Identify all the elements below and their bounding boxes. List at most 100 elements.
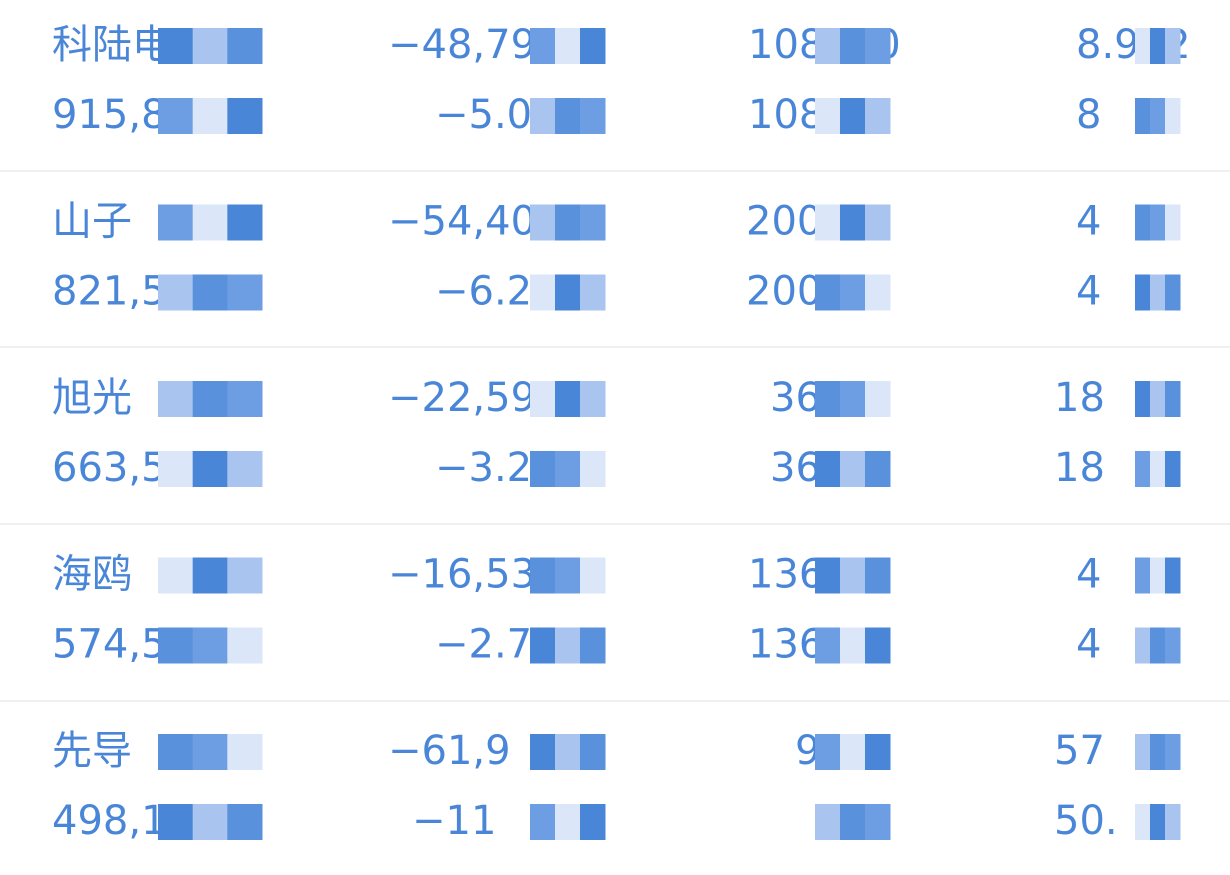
mosaic-mask	[555, 274, 581, 311]
value-cell: 4	[1076, 269, 1101, 315]
mosaic-mask	[865, 381, 891, 417]
mosaic-mask	[1135, 734, 1151, 770]
mosaic-mask	[530, 804, 556, 840]
mosaic-mask	[530, 381, 556, 417]
stock-cell: 821,5	[52, 269, 167, 315]
mosaic-mask	[158, 98, 194, 134]
mosaic-mask	[580, 28, 606, 64]
mosaic-mask	[530, 734, 556, 770]
mosaic-mask	[1165, 804, 1181, 840]
mosaic-mask	[865, 627, 891, 664]
mosaic-mask	[840, 28, 866, 64]
value-cell: −16,53	[388, 552, 536, 598]
value-cell: 4	[1076, 622, 1101, 668]
value-cell: 4	[1076, 552, 1101, 598]
mosaic-mask	[555, 734, 581, 770]
mosaic-mask	[227, 627, 263, 664]
mosaic-mask	[530, 98, 556, 134]
stock-cell: 574,5	[52, 622, 167, 668]
value-cell: 136	[748, 552, 824, 598]
mosaic-mask	[1135, 627, 1151, 664]
mosaic-mask	[158, 274, 194, 311]
mosaic-mask	[580, 627, 606, 664]
mosaic-mask	[580, 98, 606, 134]
mosaic-mask	[1165, 204, 1181, 241]
mosaic-mask	[840, 274, 866, 311]
mosaic-mask	[1165, 557, 1181, 594]
mosaic-mask	[555, 451, 581, 487]
mosaic-mask	[865, 274, 891, 311]
mosaic-mask	[815, 451, 841, 487]
stock-cell: 旭光	[52, 375, 132, 421]
mosaic-mask	[530, 204, 556, 241]
stock-cell: 915,8	[52, 92, 167, 138]
mosaic-mask	[815, 98, 841, 134]
mosaic-mask	[530, 451, 556, 487]
mosaic-mask	[555, 381, 581, 417]
mosaic-mask	[840, 734, 866, 770]
mosaic-mask	[865, 804, 891, 840]
mosaic-mask	[1150, 274, 1166, 311]
mosaic-mask	[1150, 204, 1166, 241]
mosaic-mask	[530, 557, 556, 594]
mosaic-mask	[192, 98, 228, 134]
mosaic-mask	[192, 734, 228, 770]
mosaic-mask	[227, 28, 263, 64]
mosaic-mask	[580, 734, 606, 770]
mosaic-mask	[227, 98, 263, 134]
mosaic-mask	[1135, 451, 1151, 487]
mosaic-mask	[1150, 557, 1166, 594]
value-cell: −11	[412, 798, 496, 844]
mosaic-mask	[865, 451, 891, 487]
mosaic-mask	[840, 98, 866, 134]
stock-cell: 663,5	[52, 445, 167, 491]
mosaic-mask	[865, 734, 891, 770]
mosaic-mask	[580, 381, 606, 417]
mosaic-mask	[1135, 381, 1151, 417]
mosaic-mask	[192, 381, 228, 417]
mosaic-mask	[815, 28, 841, 64]
mosaic-mask	[1135, 804, 1151, 840]
mosaic-mask	[1135, 204, 1151, 241]
mosaic-mask	[580, 557, 606, 594]
value-cell: 200	[746, 199, 822, 245]
mosaic-mask	[227, 804, 263, 840]
mosaic-mask	[840, 557, 866, 594]
mosaic-mask	[555, 28, 581, 64]
mosaic-mask	[530, 627, 556, 664]
mosaic-mask	[158, 451, 194, 487]
mosaic-mask	[158, 28, 194, 64]
mosaic-mask	[815, 734, 841, 770]
mosaic-mask	[158, 627, 194, 664]
mosaic-mask	[227, 734, 263, 770]
value-cell: −2.7	[435, 622, 532, 668]
mosaic-mask	[1150, 804, 1166, 840]
mosaic-mask	[1150, 28, 1166, 64]
mosaic-mask	[158, 381, 194, 417]
value-cell: 8	[1076, 92, 1101, 138]
mosaic-mask	[158, 734, 194, 770]
mosaic-mask	[555, 627, 581, 664]
mosaic-mask	[865, 28, 891, 64]
mosaic-mask	[555, 557, 581, 594]
value-cell: 57	[1054, 728, 1105, 774]
mosaic-mask	[1165, 274, 1181, 311]
mosaic-mask	[580, 804, 606, 840]
mosaic-mask	[1150, 627, 1166, 664]
mosaic-mask	[580, 274, 606, 311]
stock-cell: 海鸥	[52, 552, 132, 598]
value-cell: 4	[1076, 199, 1101, 245]
mosaic-mask	[158, 804, 194, 840]
value-cell: 50.	[1054, 798, 1118, 844]
mosaic-mask	[1165, 381, 1181, 417]
mosaic-mask	[865, 557, 891, 594]
value-cell: 136	[748, 622, 824, 668]
mosaic-mask	[555, 98, 581, 134]
mosaic-mask	[840, 804, 866, 840]
mosaic-mask	[227, 381, 263, 417]
stock-cell: 科陆电	[52, 22, 172, 68]
value-cell: 18	[1054, 375, 1105, 421]
mosaic-mask	[192, 804, 228, 840]
mosaic-mask	[192, 274, 228, 311]
mosaic-mask	[227, 274, 263, 311]
